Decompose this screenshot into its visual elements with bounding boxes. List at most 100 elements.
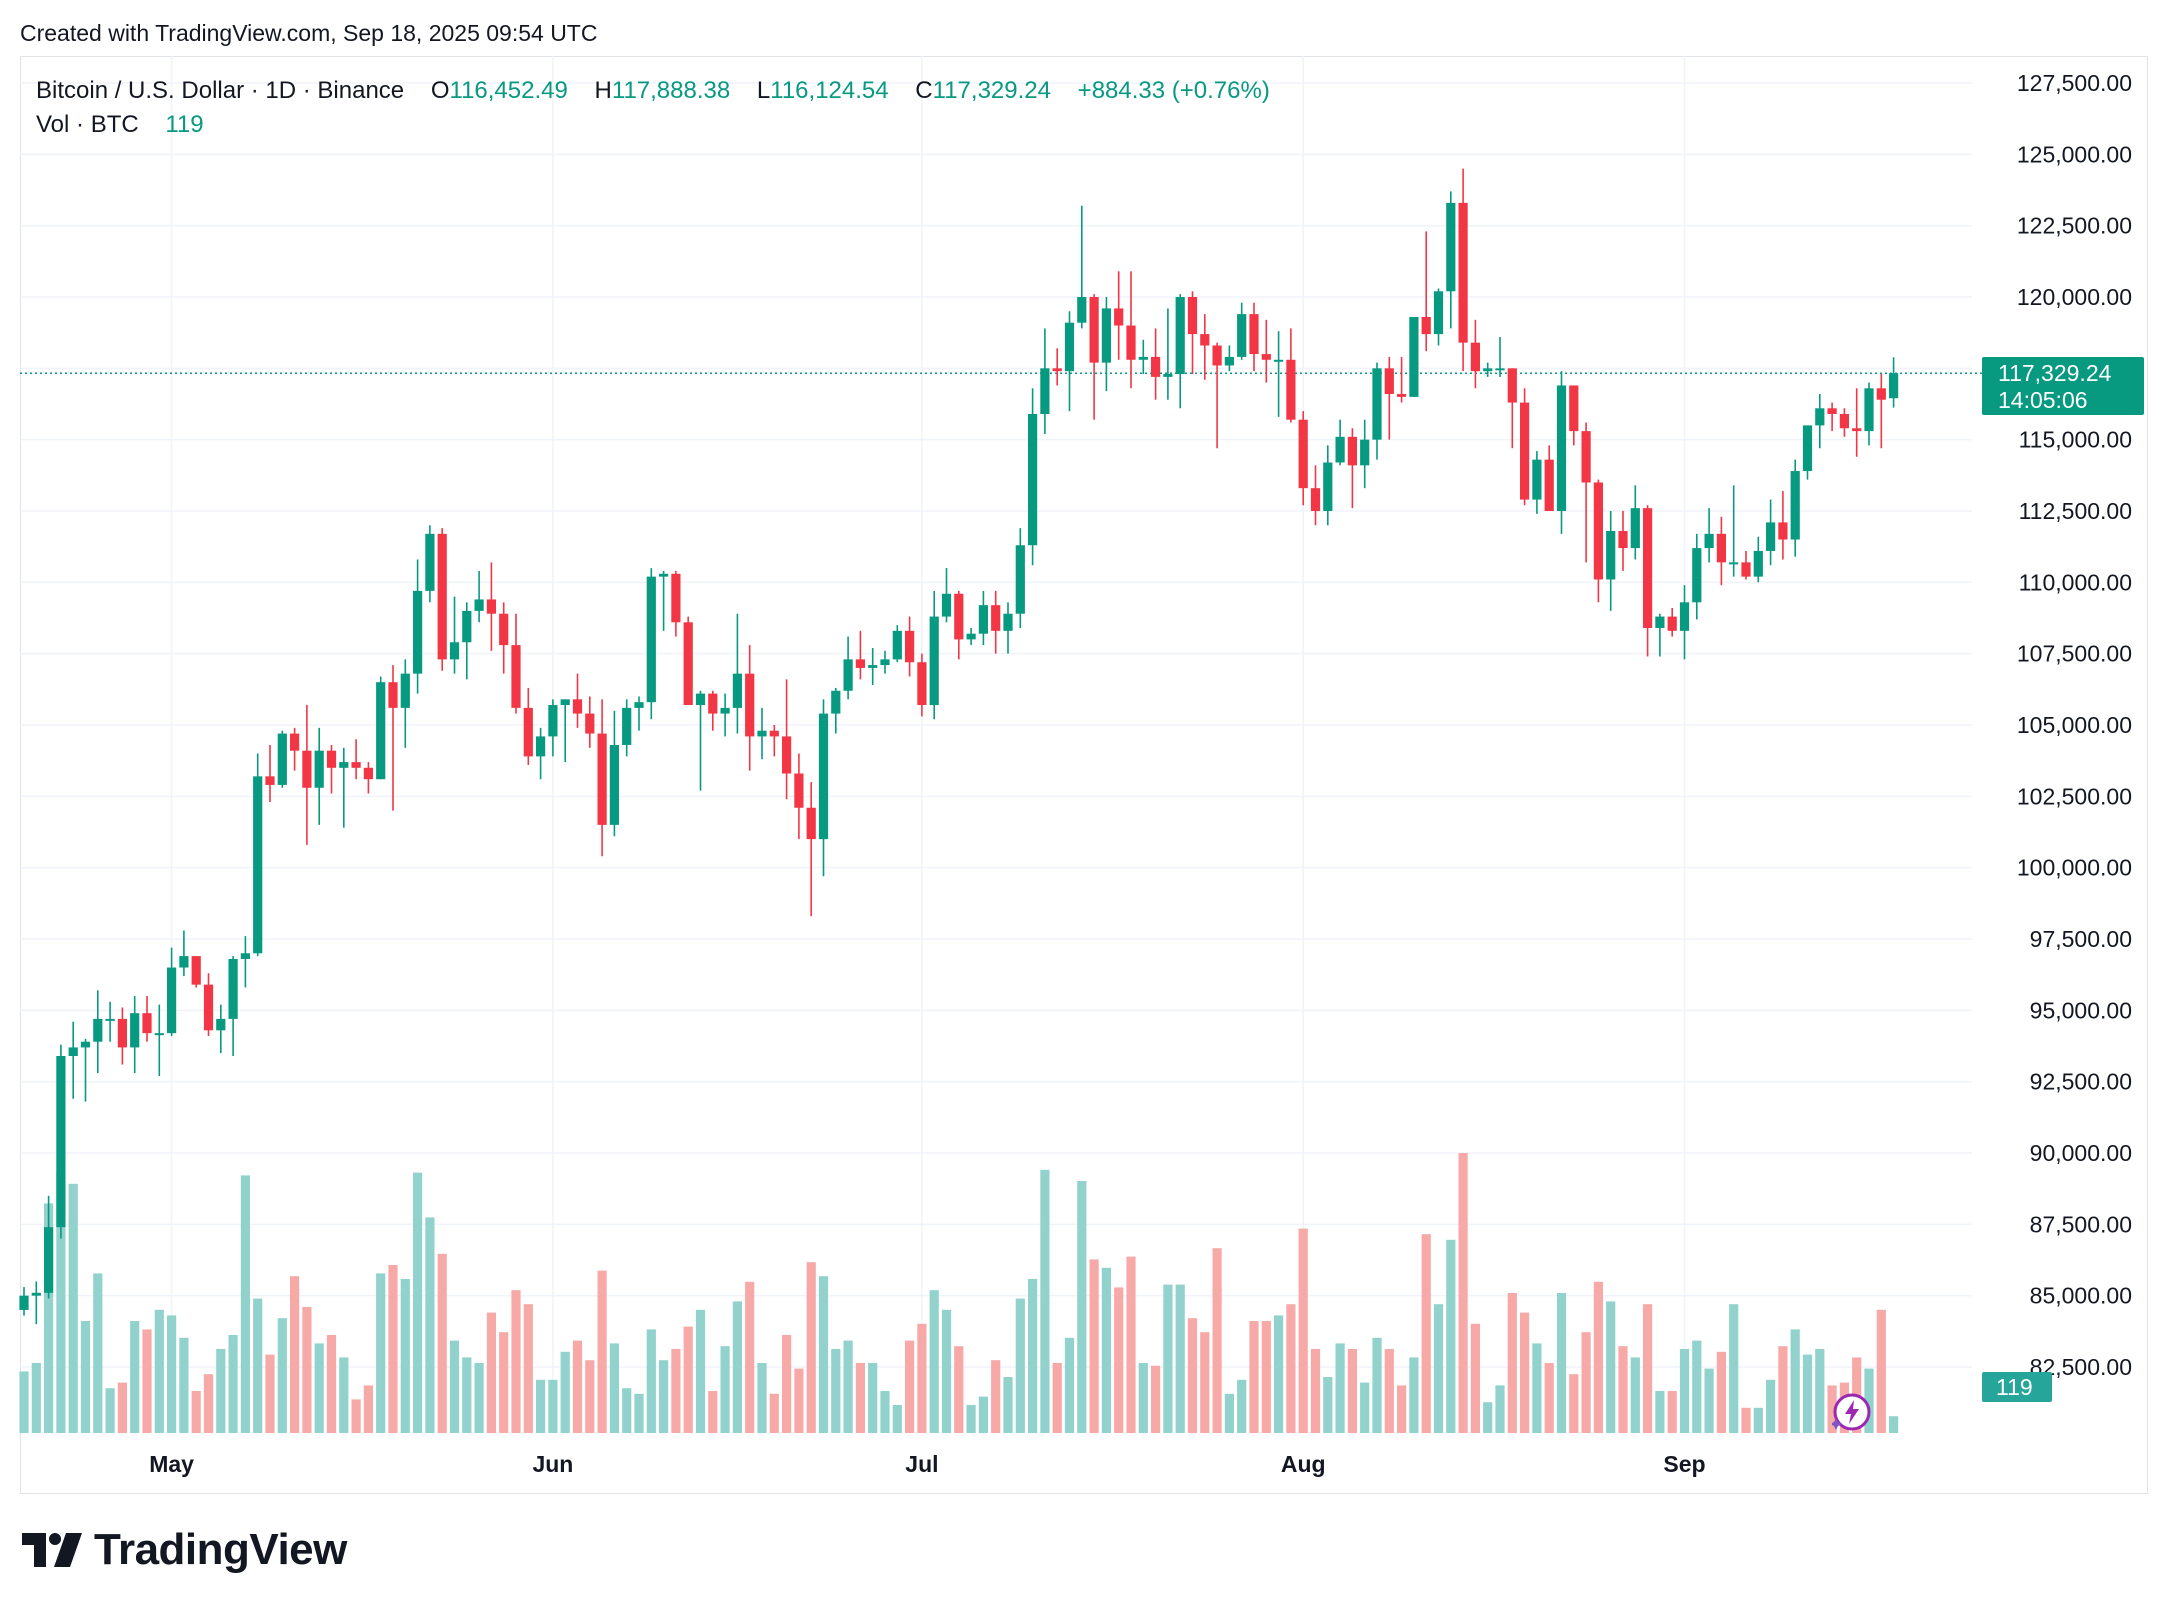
candle-body — [708, 693, 718, 714]
candle-body — [868, 665, 878, 668]
volume-bar — [1643, 1304, 1653, 1433]
candle-body — [413, 590, 423, 674]
candle-body — [720, 707, 730, 714]
volume-bar — [1704, 1368, 1714, 1433]
volume-bar — [1544, 1363, 1554, 1433]
close-label: C — [915, 77, 933, 104]
volume-bar — [216, 1349, 226, 1433]
volume-bar — [1212, 1248, 1222, 1433]
candle-body — [941, 593, 952, 617]
volume-bar — [1556, 1293, 1567, 1433]
candle-body — [19, 1295, 29, 1310]
created-with-header: Created with TradingView.com, Sep 18, 20… — [20, 20, 598, 46]
y-tick-label: 112,500.00 — [2019, 498, 2132, 524]
candle-body — [253, 776, 263, 954]
volume-bar — [265, 1354, 275, 1433]
volume-bar — [732, 1301, 742, 1433]
volume-bar — [191, 1391, 201, 1433]
candle-body — [769, 730, 779, 737]
volume-bar — [905, 1340, 915, 1433]
volume-bar — [1876, 1309, 1886, 1433]
volume-bar — [117, 1382, 127, 1433]
y-tick-label: 125,000.00 — [2017, 141, 2132, 167]
candle-body — [1679, 602, 1690, 631]
volume-bar — [659, 1360, 669, 1433]
ohlc-row: Bitcoin / U.S. Dollar · 1D · Binance O11… — [36, 74, 1270, 108]
volume-bar — [954, 1346, 964, 1433]
candle-body — [277, 733, 287, 785]
candle-body — [1372, 368, 1382, 440]
lightning-assistant-icon[interactable] — [1832, 1392, 1872, 1432]
volume-label: Vol · BTC — [36, 111, 139, 138]
volume-bar — [462, 1357, 472, 1433]
volume-bar — [1593, 1281, 1603, 1433]
volume-bar — [1372, 1337, 1382, 1433]
volume-bar — [1581, 1332, 1591, 1433]
candle-body — [499, 613, 509, 646]
low-label: L — [756, 77, 771, 104]
candle-body — [1729, 562, 1739, 565]
volume-bar — [474, 1363, 484, 1433]
y-tick-label: 85,000.00 — [2030, 1283, 2132, 1309]
volume-bar — [1520, 1312, 1530, 1433]
volume-bar — [941, 1309, 952, 1433]
y-tick-label: 92,500.00 — [2030, 1069, 2132, 1095]
candle-body — [929, 616, 939, 706]
high-label: H — [594, 77, 612, 104]
volume-bar — [1200, 1332, 1210, 1433]
candle-body — [536, 736, 546, 757]
volume-bar — [1815, 1349, 1825, 1433]
candle-body — [203, 984, 214, 1031]
candle-body — [339, 762, 349, 768]
x-tick-label: May — [149, 1451, 194, 1477]
volume-bar — [1741, 1407, 1751, 1433]
candle-body — [154, 1033, 164, 1036]
volume-bar — [277, 1318, 287, 1433]
volume-bar — [1187, 1318, 1198, 1433]
candle-body — [1163, 374, 1173, 377]
volume-bar — [326, 1335, 337, 1433]
tradingview-logo[interactable]: TradingView — [22, 1525, 347, 1575]
volume-bar — [1790, 1329, 1800, 1433]
volume-bar — [1470, 1323, 1480, 1433]
candle-body — [572, 699, 583, 714]
candle-body — [634, 702, 644, 708]
candle-body — [683, 622, 693, 706]
candle-body — [1347, 436, 1357, 466]
candle-body — [1286, 359, 1296, 420]
volume-bar — [1175, 1284, 1185, 1433]
volume-bar — [868, 1363, 878, 1433]
candle-body — [1827, 408, 1837, 414]
volume-bar — [351, 1399, 361, 1433]
candle-body — [351, 762, 361, 768]
y-tick-label: 127,500.00 — [2017, 70, 2132, 96]
volume-bar — [560, 1351, 570, 1433]
candle-body — [1261, 354, 1271, 360]
volume-bar — [1729, 1304, 1739, 1433]
volume-bar — [1766, 1379, 1776, 1433]
y-tick-label: 102,500.00 — [2017, 783, 2132, 809]
candle-body — [892, 630, 902, 660]
candle-body — [1889, 373, 1899, 399]
y-tick-label: 115,000.00 — [2019, 427, 2132, 453]
x-tick-label: Aug — [1281, 1451, 1326, 1477]
x-tick-label: Jun — [532, 1451, 573, 1477]
volume-bar — [56, 1172, 66, 1433]
candle-body — [782, 736, 792, 774]
candle-body — [1569, 385, 1579, 432]
volume-bar — [818, 1276, 829, 1433]
candle-body — [56, 1055, 66, 1228]
volume-bar — [1298, 1228, 1308, 1433]
candle-body — [437, 533, 447, 660]
candle-body — [1581, 431, 1591, 483]
volume-bar — [1606, 1301, 1616, 1433]
y-tick-label: 95,000.00 — [2030, 997, 2132, 1023]
volume-bar — [1679, 1349, 1690, 1433]
volume-bar — [93, 1273, 103, 1433]
candle-body — [732, 673, 742, 708]
volume-bar — [1495, 1385, 1505, 1433]
volume-bar — [1089, 1259, 1099, 1433]
candle-body — [1446, 202, 1456, 292]
candle-body — [1753, 550, 1763, 577]
